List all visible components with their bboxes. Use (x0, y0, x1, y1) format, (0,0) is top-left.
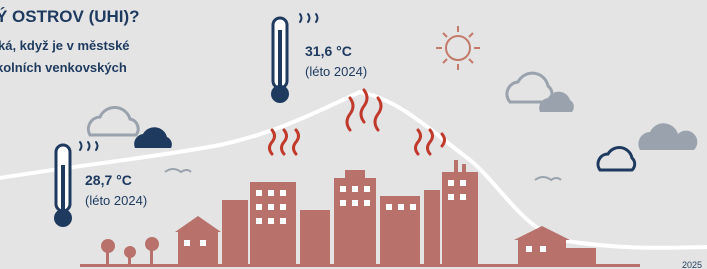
title: Ý OSTROV (UHI)? (0, 7, 140, 26)
page: {"header": {"title": "Ý OSTROV (UHI)?", … (0, 0, 707, 269)
intro-line: kolních venkovských (0, 60, 127, 75)
thermometer-rural (54, 145, 72, 227)
infographic: Ý OSTROV (UHI)? ká, když je v městské ko… (0, 0, 707, 269)
year: 2025 (682, 260, 702, 269)
rural-season: (léto 2024) (85, 193, 147, 208)
city-temperature: 31,6 °C (305, 43, 352, 59)
intro-line: ká, když je v městské (0, 38, 130, 53)
city-season: (léto 2024) (305, 64, 367, 79)
rural-temperature: 28,7 °C (85, 172, 132, 188)
thermometer-city (271, 18, 289, 103)
